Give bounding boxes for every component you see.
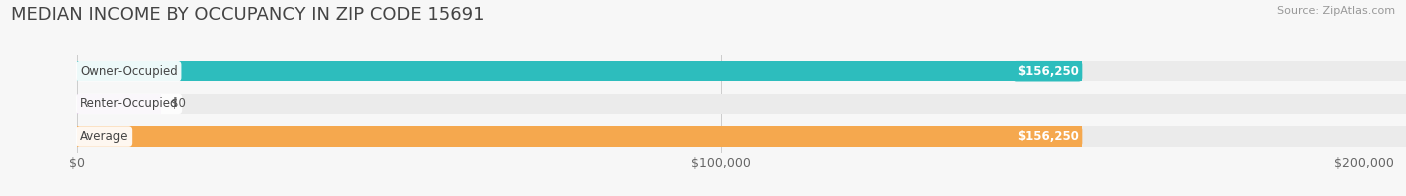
Text: $156,250: $156,250 (1017, 130, 1078, 143)
Text: MEDIAN INCOME BY OCCUPANCY IN ZIP CODE 15691: MEDIAN INCOME BY OCCUPANCY IN ZIP CODE 1… (11, 6, 485, 24)
Bar (77, 61, 1406, 81)
Text: $0: $0 (172, 97, 186, 110)
Bar (77, 126, 1406, 147)
Text: Owner-Occupied: Owner-Occupied (80, 65, 177, 78)
Text: $156,250: $156,250 (1017, 65, 1078, 78)
Bar (77, 126, 1083, 147)
Text: Average: Average (80, 130, 128, 143)
Bar (77, 61, 1083, 81)
Text: Source: ZipAtlas.com: Source: ZipAtlas.com (1277, 6, 1395, 16)
Text: Renter-Occupied: Renter-Occupied (80, 97, 179, 110)
Bar (77, 94, 160, 114)
Bar (77, 94, 1406, 114)
